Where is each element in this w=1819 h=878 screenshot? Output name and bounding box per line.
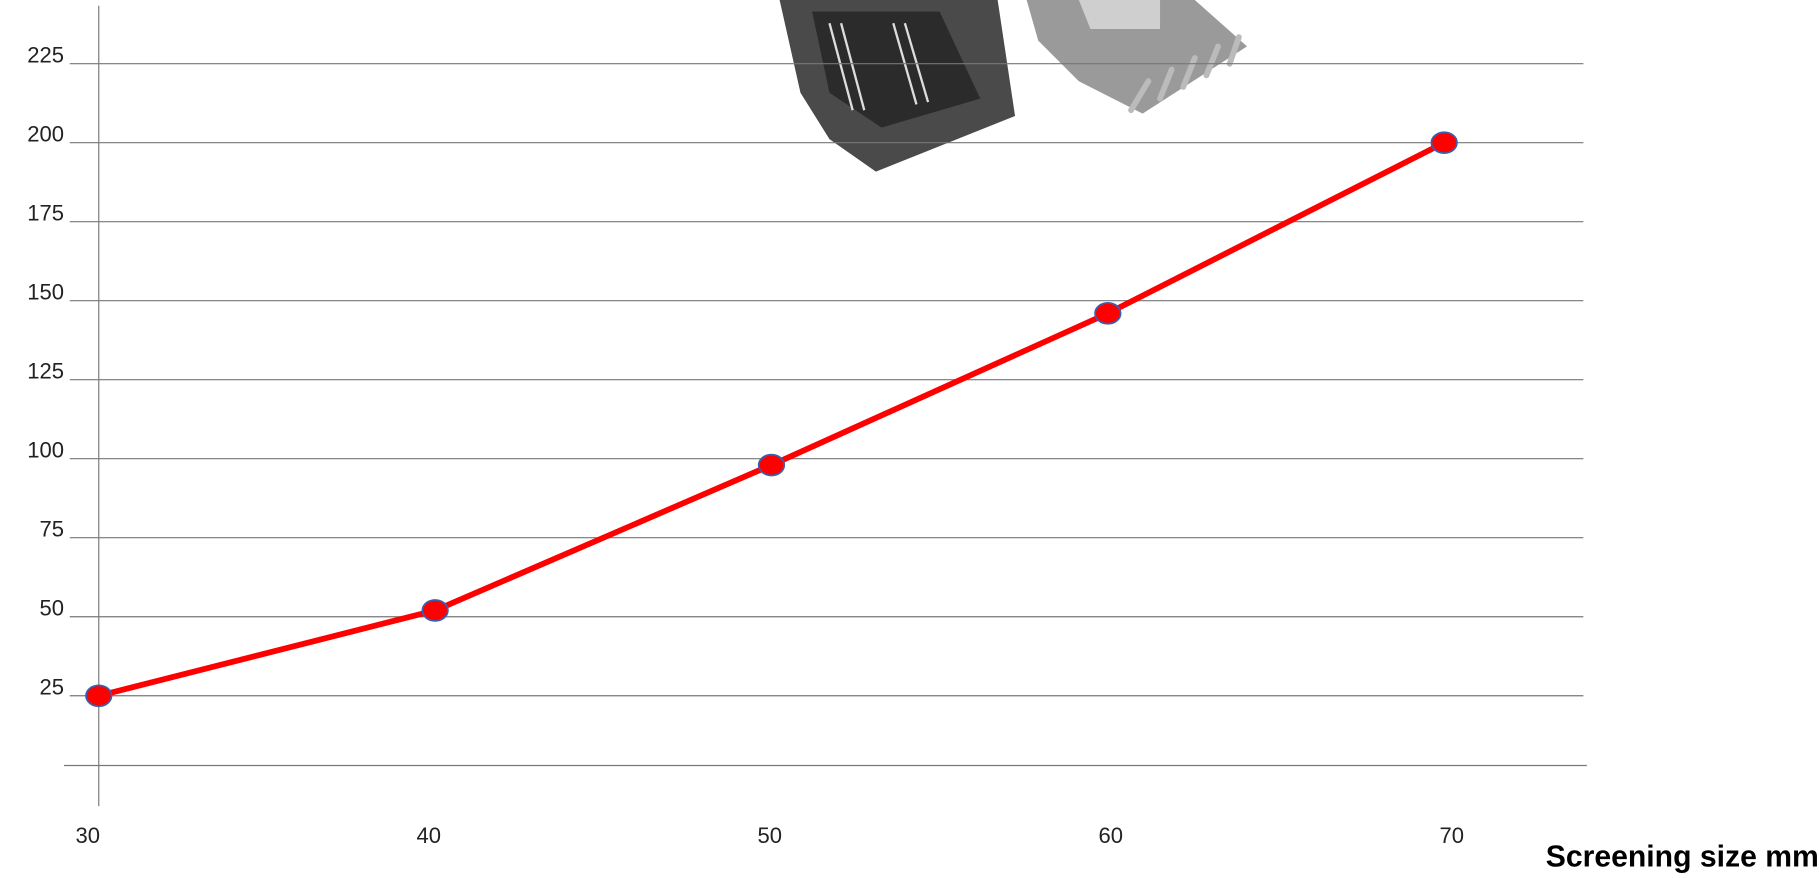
x-axis-title: Screening size mm — [1546, 840, 1819, 873]
data-line — [98, 140, 1446, 699]
data-point — [1094, 302, 1122, 325]
data-point — [85, 684, 113, 708]
y-tick-label: 50 — [39, 596, 64, 621]
data-point — [1430, 131, 1458, 154]
data-point — [757, 453, 786, 477]
x-tick-label: 70 — [1440, 823, 1464, 848]
data-point — [421, 599, 449, 622]
x-tick-label: 50 — [758, 823, 783, 848]
y-tick-label: 225 — [27, 42, 64, 67]
y-tick-label: 75 — [39, 517, 64, 542]
x-tick-label: 30 — [76, 823, 101, 848]
x-tick-label: 60 — [1099, 823, 1124, 848]
y-tick-label: 175 — [27, 201, 64, 226]
y-tick-label: 125 — [27, 359, 64, 384]
y-tick-label: 200 — [27, 122, 64, 147]
x-tick-label: 40 — [417, 823, 441, 848]
y-tick-label: 25 — [39, 675, 64, 700]
y-tick-label: 150 — [27, 280, 64, 305]
bucket-image — [779, 0, 1248, 172]
y-tick-label: 100 — [27, 438, 64, 463]
